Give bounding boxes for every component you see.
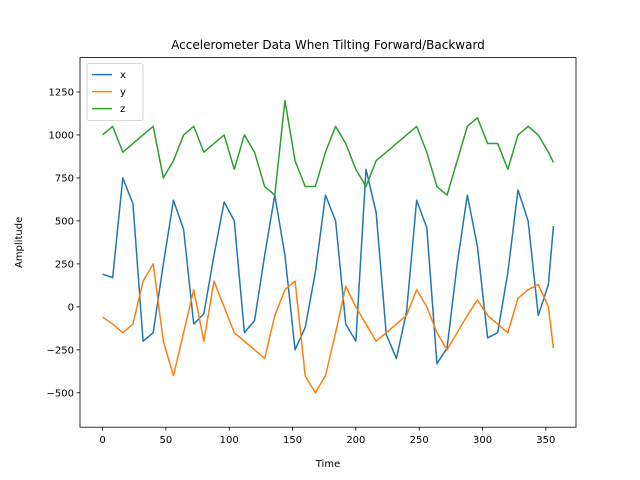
series-line-y: [102, 263, 555, 394]
x-axis: 0 50 100 150 200 250 300 350: [99, 427, 555, 446]
legend-label-y: y: [120, 87, 126, 98]
y-tick-label: −250: [47, 345, 74, 356]
series-line-z: [102, 99, 555, 196]
legend-label-x: x: [120, 70, 126, 81]
legend-box: [86, 63, 144, 121]
chart-title: Accelerometer Data When Tilting Forward/…: [171, 38, 485, 52]
y-tick-label: 0: [68, 302, 74, 313]
y-tick-label: 750: [55, 173, 74, 184]
y-axis-label: Amplitude: [14, 217, 25, 268]
series-line-x: [102, 168, 555, 365]
x-tick-label: 250: [410, 435, 429, 446]
x-tick-label: 100: [220, 435, 239, 446]
x-tick-label: 350: [536, 435, 555, 446]
legend-label-z: z: [120, 104, 125, 115]
x-axis-label: Time: [315, 459, 340, 470]
y-tick-label: 1000: [49, 130, 74, 141]
plot-area: [80, 57, 576, 428]
x-tick-label: 50: [160, 435, 173, 446]
y-tick-label: −500: [47, 388, 74, 399]
x-tick-label: 200: [346, 435, 365, 446]
y-tick-label: 1250: [49, 87, 74, 98]
series-layer: [102, 99, 555, 394]
y-tick-label: 250: [55, 259, 74, 270]
plot-frame: [79, 57, 577, 428]
x-tick-label: 150: [283, 435, 302, 446]
y-tick-label: 500: [55, 216, 74, 227]
x-tick-label: 0: [99, 435, 105, 446]
y-axis: −500 −250 0 250 500 750 1000 1250: [47, 87, 80, 399]
legend: xyz: [86, 63, 144, 121]
x-tick-label: 300: [473, 435, 492, 446]
